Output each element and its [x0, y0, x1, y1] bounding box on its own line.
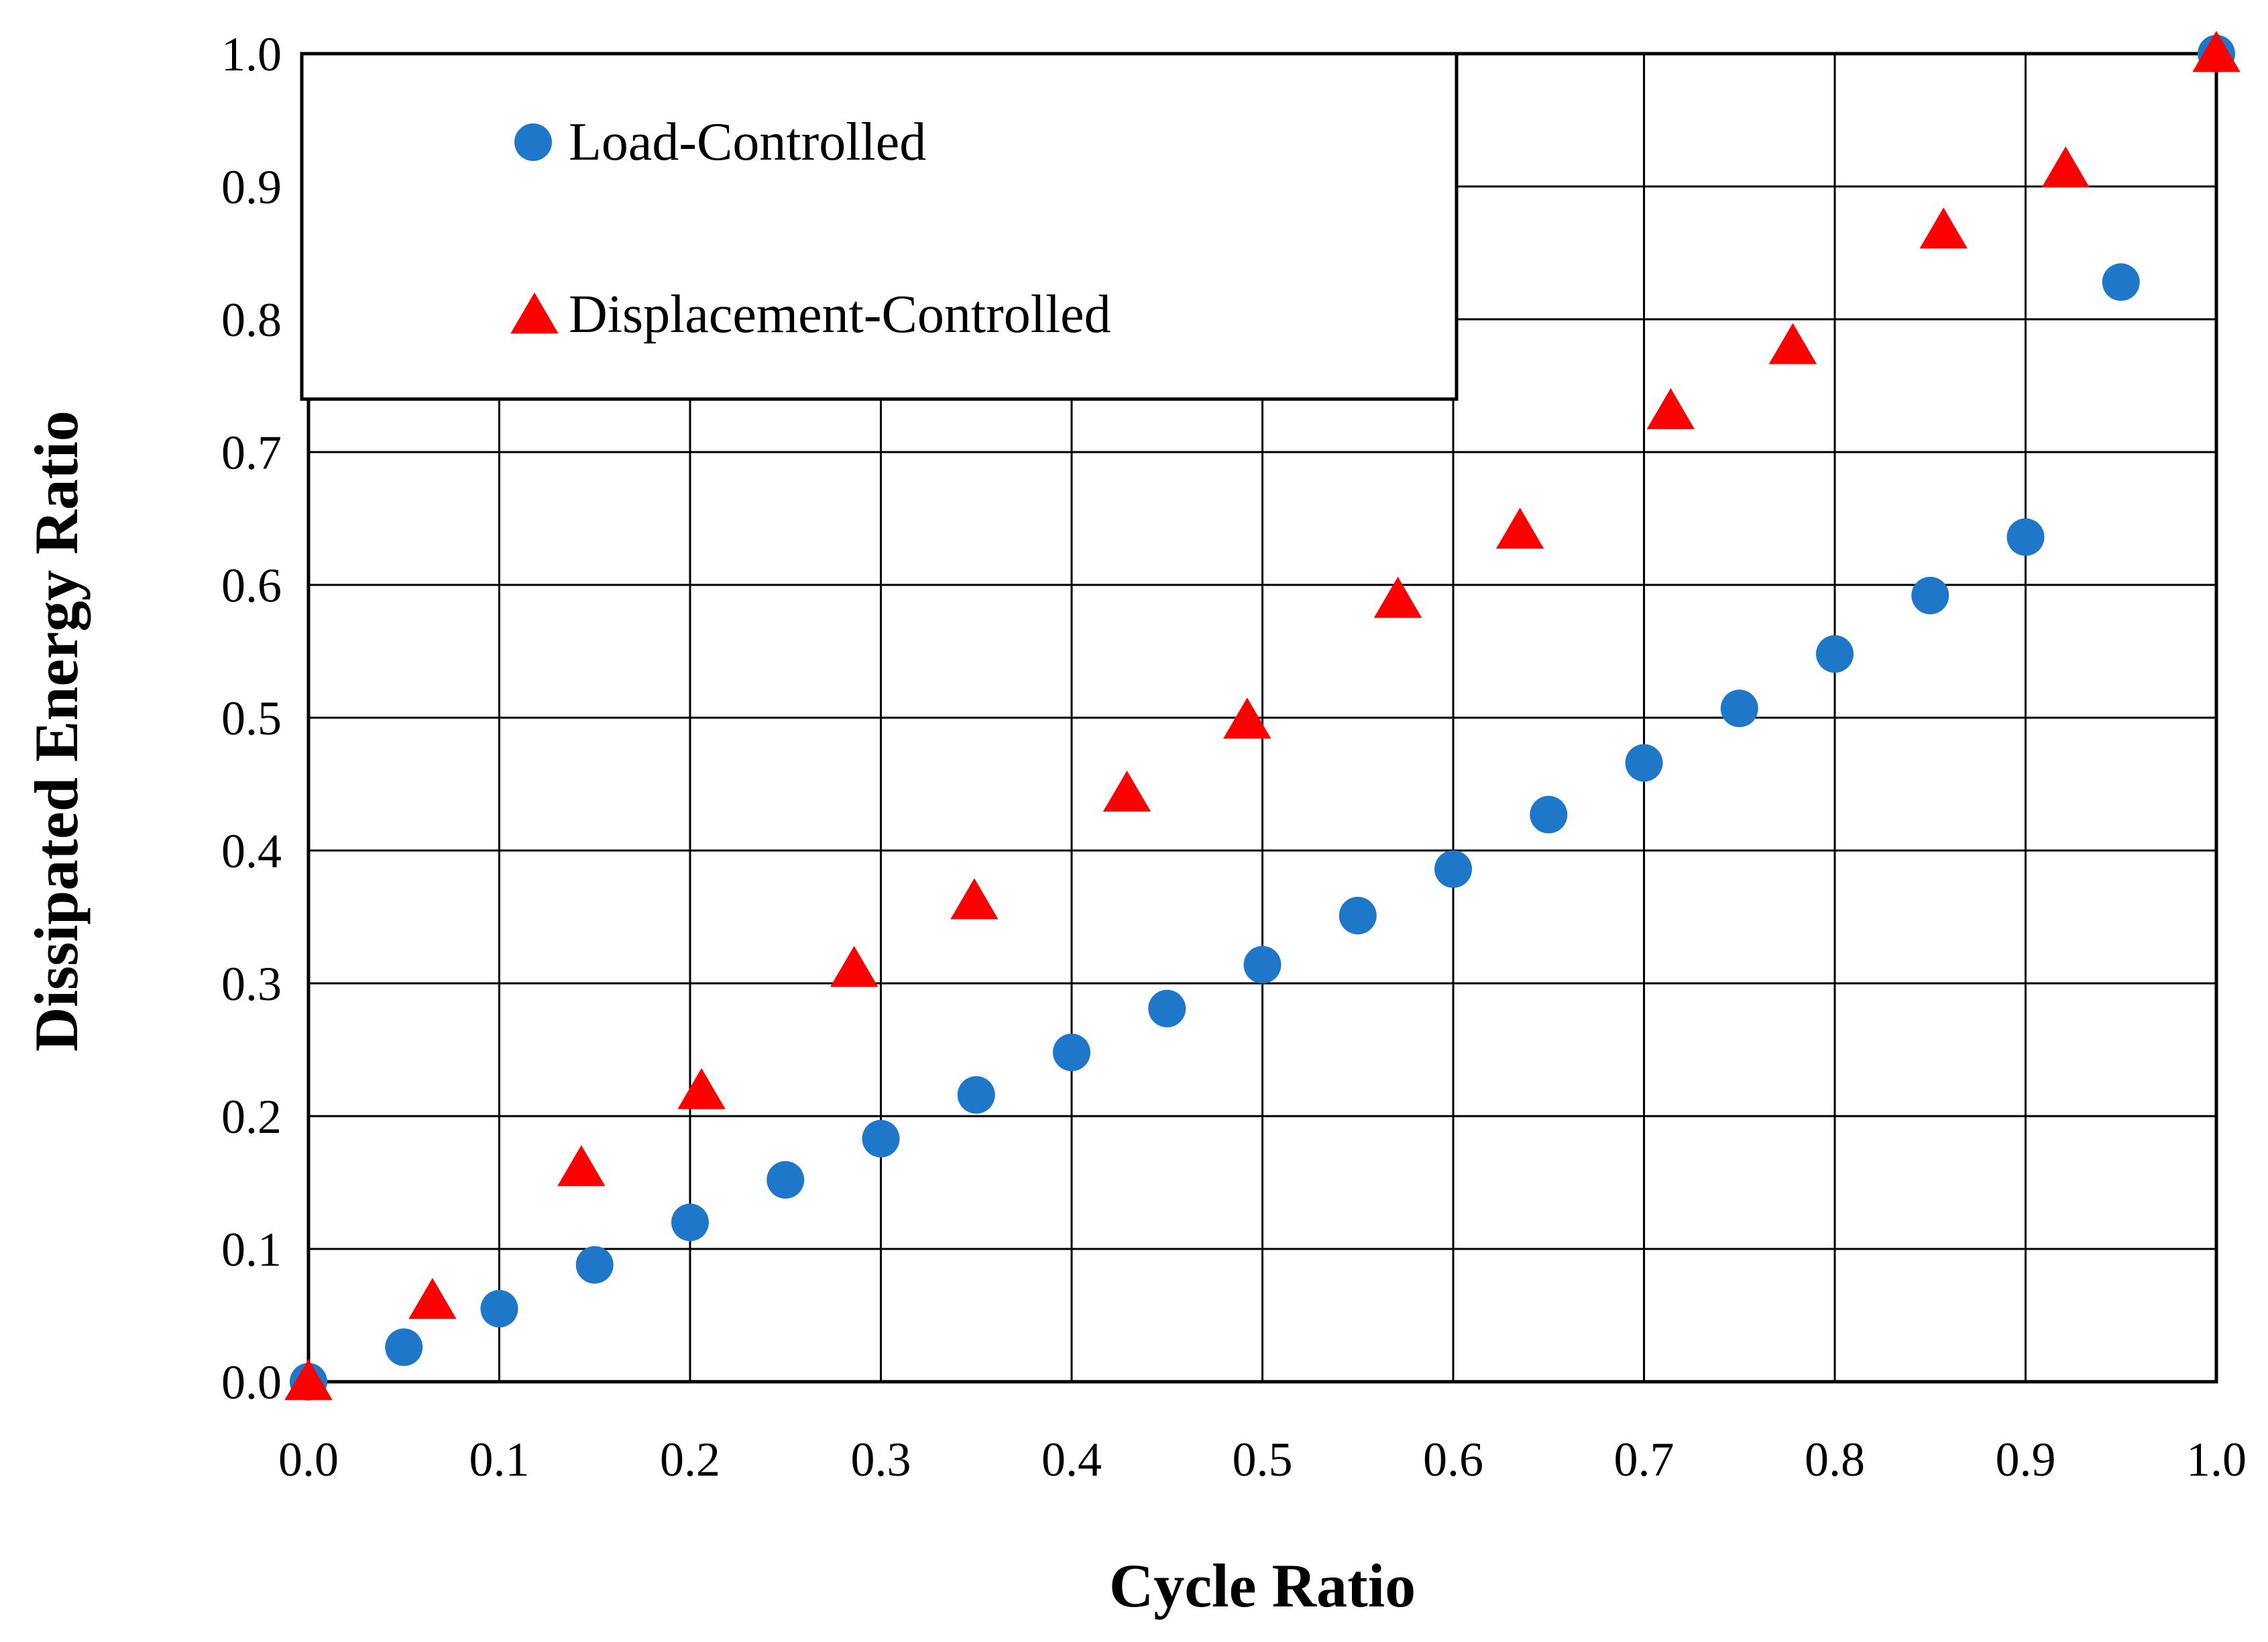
legend-label-load-controlled: Load-Controlled [569, 113, 926, 172]
y-tick-label: 0.3 [221, 957, 282, 1011]
y-tick-label: 0.9 [221, 160, 282, 214]
x-tick-label: 0.6 [1423, 1433, 1483, 1486]
data-point-load-controlled [2006, 518, 2045, 556]
data-point-load-controlled [575, 1246, 614, 1284]
data-point-load-controlled [1434, 850, 1472, 888]
data-point-load-controlled [1243, 946, 1282, 984]
legend-box [300, 52, 1459, 401]
x-tick-label: 0.1 [469, 1433, 530, 1486]
x-tick-label: 0.2 [660, 1433, 720, 1486]
data-point-displacement-controlled [1495, 507, 1544, 549]
y-tick-label: 0.1 [221, 1223, 282, 1276]
x-tick-label: 1.0 [2186, 1433, 2247, 1486]
data-point-load-controlled [862, 1119, 900, 1158]
x-tick-label: 0.4 [1041, 1433, 1102, 1486]
data-point-load-controlled [957, 1076, 995, 1114]
data-point-load-controlled [1339, 897, 1377, 935]
data-point-load-controlled [1148, 989, 1186, 1028]
data-point-displacement-controlled [677, 1068, 726, 1109]
series-displacement-controlled [284, 31, 2241, 1401]
x-tick-label: 0.9 [1996, 1433, 2056, 1486]
data-point-displacement-controlled [284, 1359, 333, 1401]
x-tick-label: 0.8 [1805, 1433, 1865, 1486]
data-point-displacement-controlled [2041, 146, 2090, 188]
data-point-displacement-controlled [1373, 576, 1422, 618]
data-point-displacement-controlled [557, 1145, 606, 1187]
data-point-load-controlled [1720, 690, 1758, 728]
y-tick-label: 0.4 [221, 824, 282, 878]
legend: Load-Controlled Displacement-Controlled [300, 52, 1459, 401]
data-point-displacement-controlled [1223, 697, 1271, 739]
x-tick-label: 0.5 [1233, 1433, 1293, 1486]
data-point-displacement-controlled [950, 878, 999, 920]
data-point-load-controlled [385, 1328, 423, 1366]
legend-marker-load-controlled [514, 123, 552, 161]
x-axis-ticks: 0.0 0.1 0.2 0.3 0.4 0.5 0.6 0.7 0.8 0.9 1.0 [278, 1433, 2247, 1486]
y-tick-label: 0.7 [221, 426, 282, 480]
data-point-load-controlled [1911, 576, 1949, 614]
data-point-load-controlled [1053, 1033, 1090, 1071]
data-point-load-controlled [1530, 796, 1568, 834]
y-tick-label: 0.6 [221, 559, 282, 612]
data-point-load-controlled [2102, 263, 2140, 301]
data-point-load-controlled [767, 1161, 805, 1199]
y-tick-label: 0.2 [221, 1090, 282, 1144]
legend-label-displacement-controlled: Displacement-Controlled [569, 285, 1111, 344]
data-point-displacement-controlled [1768, 323, 1817, 364]
data-point-displacement-controlled [2192, 31, 2241, 72]
y-tick-label: 1.0 [221, 28, 282, 81]
legend-marker-displacement-controlled [510, 292, 559, 334]
x-tick-label: 0.0 [278, 1433, 339, 1486]
data-point-displacement-controlled [830, 946, 878, 987]
data-point-displacement-controlled [1919, 207, 1968, 249]
data-point-load-controlled [671, 1203, 709, 1242]
x-tick-label: 0.7 [1614, 1433, 1675, 1486]
data-point-displacement-controlled [408, 1278, 457, 1319]
y-tick-label: 0.8 [221, 293, 282, 347]
y-tick-label: 0.0 [221, 1356, 282, 1409]
data-point-load-controlled [1816, 635, 1854, 673]
data-point-load-controlled [1625, 744, 1663, 782]
data-point-displacement-controlled [1646, 388, 1695, 429]
x-axis-title: Cycle Ratio [1109, 1551, 1416, 1620]
data-point-displacement-controlled [1102, 770, 1151, 812]
x-tick-label: 0.3 [851, 1433, 911, 1486]
data-point-load-controlled [480, 1290, 518, 1328]
y-axis-ticks: 0.0 0.1 0.2 0.3 0.4 0.5 0.6 0.7 0.8 0.9 1.0 [221, 28, 282, 1409]
y-axis-title: Dissipated Energy Ratio [22, 410, 91, 1052]
y-tick-label: 0.5 [221, 692, 282, 745]
